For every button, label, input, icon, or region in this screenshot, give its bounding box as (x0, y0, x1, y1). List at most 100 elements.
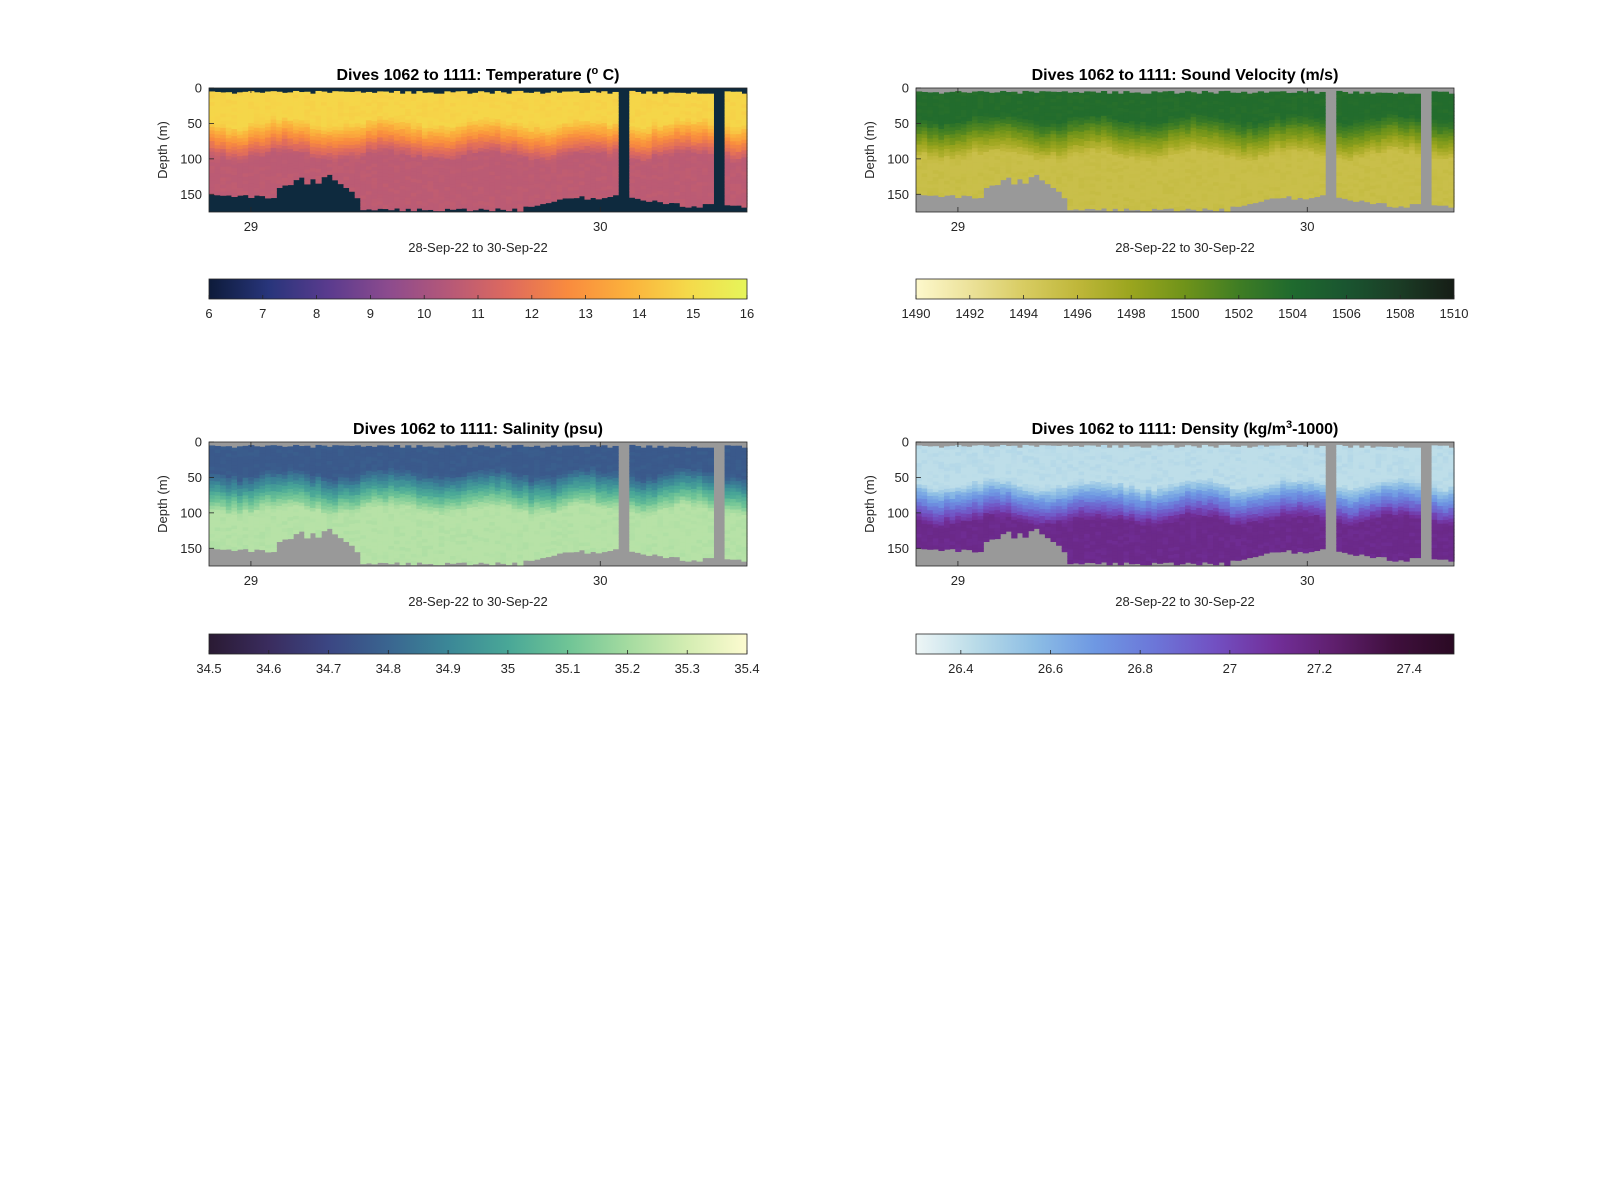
heatmap-cell (1106, 153, 1113, 159)
heatmap-cell (674, 167, 681, 172)
heatmap-cell (612, 138, 619, 143)
heatmap-cell (612, 176, 619, 182)
heatmap-cell (399, 189, 406, 194)
heatmap-cell (321, 119, 328, 125)
heatmap-cell (500, 138, 507, 143)
heatmap-cell (1263, 99, 1270, 104)
heatmap-cell (1134, 205, 1141, 210)
heatmap-cell (281, 156, 289, 161)
heatmap-cell (972, 180, 979, 185)
heatmap-cell (1011, 105, 1018, 111)
heatmap-cell (1179, 142, 1186, 147)
heatmap-cell (315, 168, 322, 174)
heatmap-cell (410, 171, 417, 176)
heatmap-cell (253, 156, 261, 161)
heatmap-cell (1168, 144, 1175, 149)
heatmap-cell (1185, 190, 1192, 195)
heatmap-cell (1134, 138, 1141, 143)
heatmap-cell (1140, 160, 1147, 166)
heatmap-cell (1100, 186, 1108, 191)
heatmap-cell (944, 184, 951, 189)
heatmap-cell (1016, 93, 1024, 98)
heatmap-cell (988, 160, 996, 165)
heatmap-cell (730, 130, 737, 135)
heatmap-cell (326, 149, 333, 154)
heatmap-cell (343, 127, 350, 132)
heatmap-cell (360, 96, 367, 101)
heatmap-cell (427, 134, 434, 140)
heatmap-cell (960, 110, 968, 115)
heatmap-cell (578, 185, 586, 190)
heatmap-cell (730, 123, 737, 128)
heatmap-cell (966, 170, 973, 175)
heatmap-cell (1224, 144, 1231, 149)
heatmap-cell (421, 184, 429, 189)
heatmap-cell (1246, 196, 1253, 201)
heatmap-cell (1145, 178, 1152, 183)
heatmap-cell (1252, 174, 1259, 179)
heatmap-cell (1156, 152, 1164, 157)
heatmap-cell (214, 123, 221, 128)
heatmap-cell (612, 145, 619, 150)
heatmap-cell (472, 181, 479, 186)
heatmap-cell (371, 153, 378, 158)
heatmap-cell (259, 156, 266, 161)
heatmap-cell (707, 196, 714, 201)
heatmap-cell (1011, 123, 1018, 128)
heatmap-cell (1151, 144, 1158, 149)
heatmap-cell (595, 145, 602, 150)
heatmap-cell (916, 94, 923, 100)
heatmap-cell (1196, 118, 1203, 123)
heatmap-cell (1011, 112, 1018, 118)
heatmap-cell (1207, 166, 1214, 171)
heatmap-cell (438, 122, 445, 127)
heatmap-cell (556, 184, 563, 189)
heatmap-cell (405, 179, 412, 185)
heatmap-cell (651, 122, 658, 127)
heatmap-cell (371, 92, 378, 97)
heatmap-cell (590, 108, 597, 113)
heatmap-cell (927, 159, 934, 164)
heatmap-cell (377, 183, 384, 188)
heatmap-cell (685, 136, 692, 141)
heatmap-cell (1196, 129, 1203, 134)
heatmap-cell (371, 138, 378, 144)
heatmap-cell (231, 150, 238, 155)
heatmap-cell (634, 120, 642, 125)
heatmap-cell (506, 175, 513, 180)
heatmap-cell (1179, 135, 1186, 140)
heatmap-cell (960, 170, 968, 175)
heatmap-cell (399, 160, 406, 166)
heatmap-cell (337, 133, 345, 139)
heatmap-cell (332, 112, 339, 117)
heatmap-cell (696, 122, 703, 127)
heatmap-cell (220, 156, 227, 161)
heatmap-cell (298, 152, 305, 157)
heatmap-cell (1084, 172, 1091, 177)
heatmap-cell (1269, 119, 1276, 125)
heatmap-cell (1201, 186, 1209, 191)
heatmap-cell (1190, 127, 1197, 132)
heatmap-cell (416, 193, 423, 199)
heatmap-cell (427, 205, 434, 210)
heatmap-cell (421, 117, 429, 122)
heatmap-cell (1028, 158, 1035, 164)
heatmap-cell (483, 163, 490, 168)
heatmap-cell (994, 106, 1001, 111)
heatmap-cell (287, 92, 294, 97)
heatmap-cell (1257, 123, 1265, 128)
heatmap-cell (932, 138, 940, 143)
heatmap-cell (1039, 123, 1046, 128)
heatmap-cell (629, 94, 636, 99)
heatmap-cell (388, 160, 395, 165)
heatmap-cell (427, 159, 434, 164)
heatmap-cell (1213, 93, 1220, 98)
heatmap-cell (421, 138, 429, 143)
heatmap-cell (433, 182, 440, 187)
heatmap-cell (511, 176, 518, 181)
heatmap-cell (506, 203, 513, 208)
heatmap-cell (382, 155, 389, 160)
heatmap-cell (449, 113, 457, 118)
heatmap-cell (612, 95, 619, 100)
heatmap-cell (567, 141, 574, 146)
